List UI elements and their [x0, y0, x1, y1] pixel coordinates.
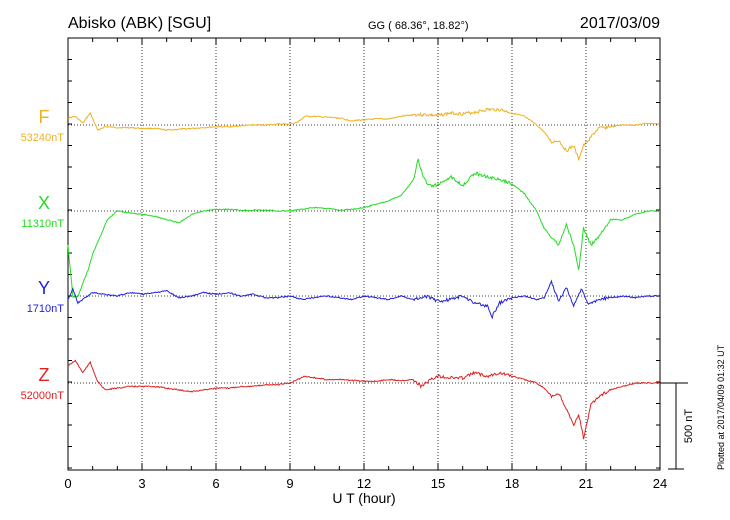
- x-tick-label-0: 0: [64, 476, 71, 491]
- x-tick-label-3: 9: [286, 476, 293, 491]
- component-baseline-X: 11310nT: [21, 218, 64, 230]
- series-group: [67, 107, 661, 440]
- scale-bar: 500 nT: [660, 382, 695, 470]
- grid-lines: [68, 38, 660, 470]
- scale-bar-label: 500 nT: [683, 409, 695, 444]
- component-name-Y: Y: [38, 278, 50, 298]
- x-tick-label-4: 12: [357, 476, 371, 491]
- x-tick-labels: 0 3 6 9 12 15 18 21 24: [64, 476, 667, 491]
- component-baseline-Z: 52000nT: [21, 390, 65, 402]
- series-X: [67, 158, 661, 299]
- component-labels: F 53240nT X 11310nT Y 1710nT Z 52000nT: [21, 107, 65, 402]
- component-name-X: X: [38, 193, 50, 213]
- component-baseline-F: 53240nT: [21, 132, 65, 144]
- x-tick-label-5: 15: [431, 476, 445, 491]
- x-tick-label-7: 21: [579, 476, 593, 491]
- station-title: Abisko (ABK) [SGU]: [68, 15, 211, 32]
- series-F: [67, 107, 661, 161]
- station-coords: GG ( 68.36°, 18.82°): [368, 20, 469, 32]
- x-axis-label: U T (hour): [332, 490, 395, 506]
- component-baseline-Y: 1710nT: [27, 303, 65, 315]
- component-name-F: F: [39, 107, 50, 127]
- x-tick-label-8: 24: [653, 476, 667, 491]
- series-Z: [67, 359, 661, 440]
- x-tick-label-6: 18: [505, 476, 519, 491]
- plot-timestamp: Plotted at 2017/04/09 01:32 UT: [716, 344, 726, 470]
- plot-date: 2017/03/09: [580, 15, 660, 32]
- component-name-Z: Z: [39, 365, 50, 385]
- series-Y: [67, 279, 661, 320]
- x-tick-label-1: 3: [138, 476, 145, 491]
- x-tick-label-2: 6: [212, 476, 219, 491]
